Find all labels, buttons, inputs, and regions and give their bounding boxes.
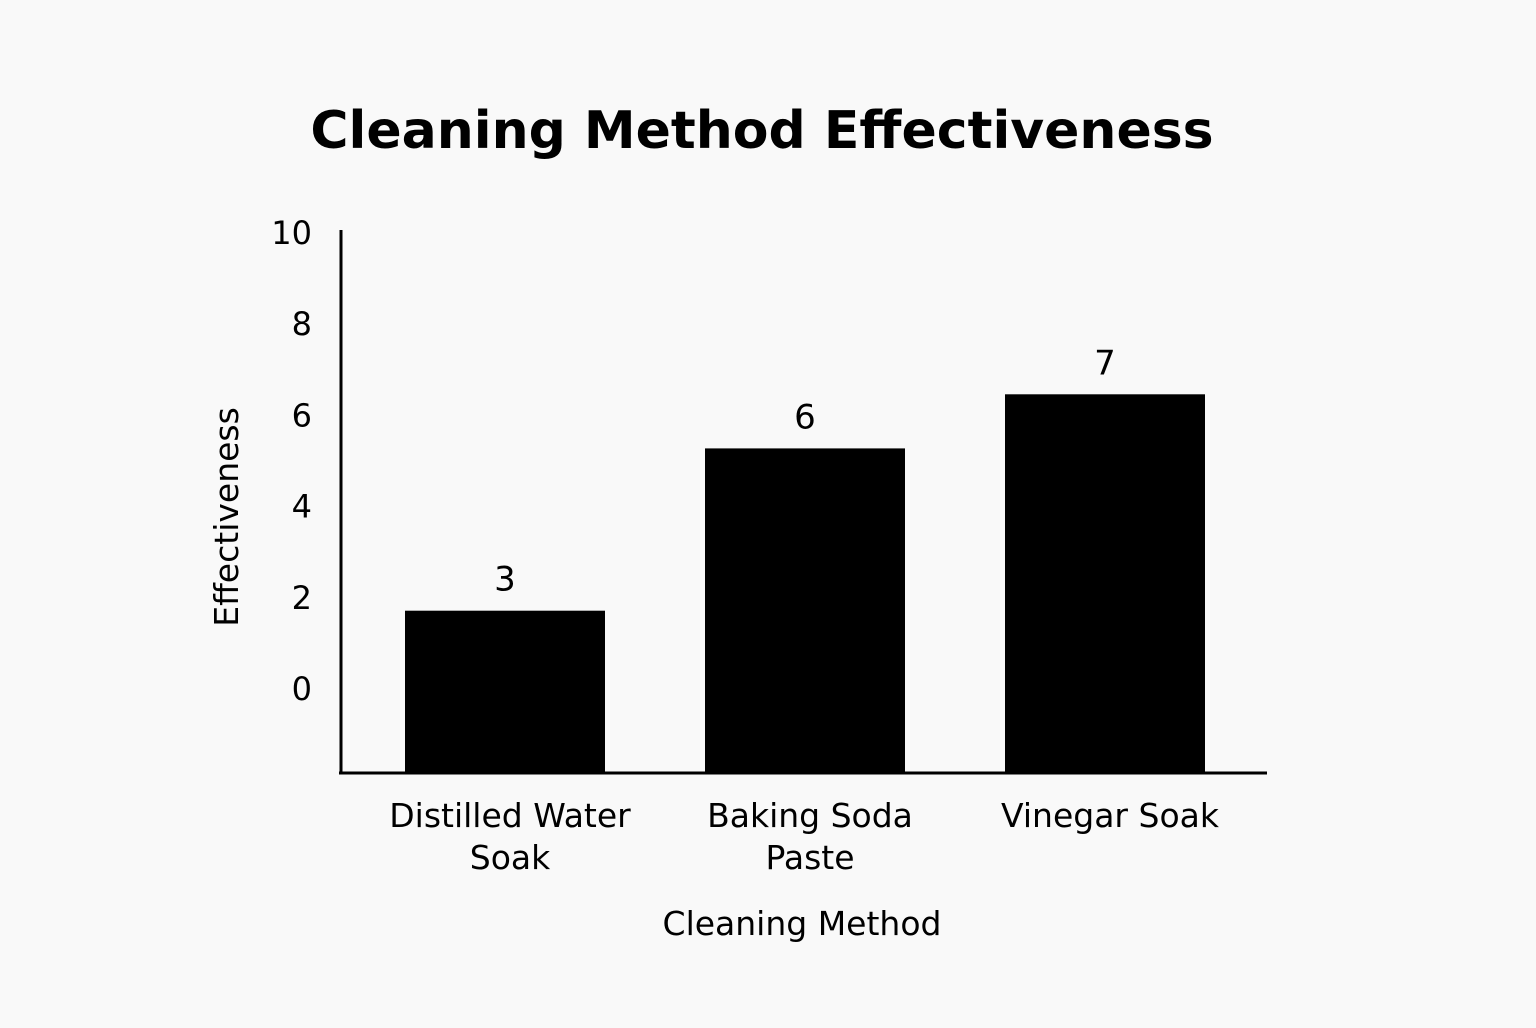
x-tick-label: Vinegar Soak [1001, 796, 1220, 835]
x-tick-label: Distilled Water [389, 796, 631, 835]
bar-value-label: 3 [494, 560, 516, 600]
x-tick-label: Soak [470, 838, 551, 877]
y-tick-label: 6 [292, 396, 312, 434]
bar [405, 610, 605, 773]
x-axis-label: Cleaning Method [663, 904, 942, 943]
chart-title: Cleaning Method Effectiveness [310, 101, 1213, 161]
x-tick-label: Baking Soda [707, 796, 913, 835]
x-tick-label: Paste [765, 838, 854, 877]
bar [1005, 394, 1205, 773]
y-axis-label: Effectiveness [207, 407, 246, 627]
y-tick-label: 8 [292, 305, 312, 343]
y-tick-label: 0 [292, 670, 312, 708]
bar [705, 448, 905, 773]
bar-value-label: 6 [794, 397, 816, 437]
bar-value-label: 7 [1094, 343, 1116, 383]
bars-group: 3 6 7 [405, 343, 1205, 773]
y-axis-ticks: 10 8 6 4 2 0 [271, 214, 312, 708]
y-tick-label: 10 [271, 214, 312, 252]
y-tick-label: 4 [292, 488, 312, 526]
y-tick-label: 2 [292, 579, 312, 617]
